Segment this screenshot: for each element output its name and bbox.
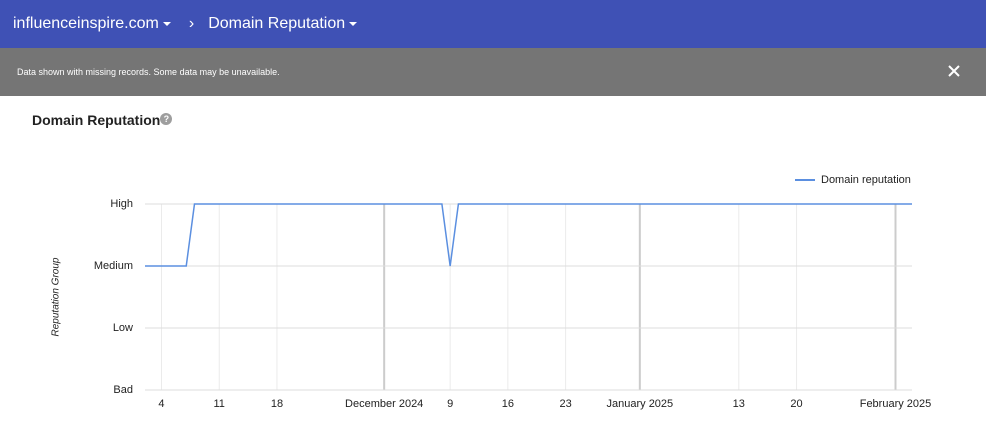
page-name: Domain Reputation [208,15,346,32]
y-tick-label: Low [113,322,133,334]
x-tick-label: 4 [158,398,164,410]
banner-message: Data shown with missing records. Some da… [17,67,280,77]
x-tick-label: 18 [271,398,283,410]
domain-name: influenceinspire.com [13,15,159,32]
x-tick-label: January 2025 [607,398,674,410]
chart: 4 11 18 December 2024 9 16 23 January 2025 13 20 F… [51,174,932,410]
y-tick-label: Medium [94,260,133,272]
page-selector[interactable]: Domain Reputation [208,15,367,33]
x-tick-label: 13 [733,398,745,410]
legend-label: Domain reputation [821,174,911,186]
y-axis-label: Reputation Group [51,257,62,336]
x-tick-label: 9 [447,398,453,410]
x-tick-label: February 2025 [860,398,932,410]
domain-selector[interactable]: influenceinspire.com [13,15,181,33]
section-title: Domain Reputation [32,112,161,128]
y-tick-label: Bad [113,384,133,396]
x-tick-label: 16 [502,398,514,410]
help-icon[interactable]: ? [160,113,173,125]
close-button[interactable] [948,65,960,77]
data-line [145,203,912,267]
x-tick-label: December 2024 [345,398,423,410]
x-tick-label: 11 [214,398,225,410]
section-header: Domain Reputation? [32,112,173,128]
warning-banner: Data shown with missing records. Some da… [0,48,986,96]
x-tick-label: 20 [790,398,802,410]
y-tick-label: High [110,198,133,210]
top-bar: influenceinspire.com › Domain Reputation [0,0,986,48]
breadcrumb-separator: › [188,15,195,32]
x-tick-label: 23 [559,398,571,410]
